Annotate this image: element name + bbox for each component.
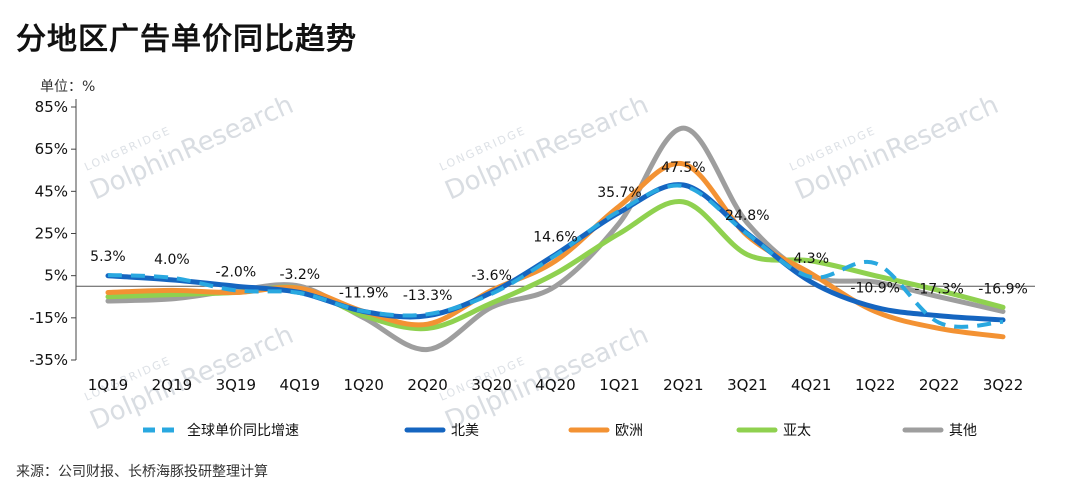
axes: 85% 65% 45% 25% 5% -15% -35% 1Q19 2Q19 3Q19 4Q19 1Q…: [29, 98, 1035, 394]
x-tick-label: 4Q20: [535, 376, 575, 394]
y-tick-label: 45%: [35, 182, 68, 200]
legend-item: 北美: [404, 423, 479, 439]
legend-item: 欧洲: [568, 423, 643, 439]
x-tick-label: 1Q21: [599, 376, 639, 394]
y-tick-label: 85%: [35, 98, 68, 116]
source-note: 来源：公司财报、长桥海豚投研整理计算: [16, 464, 268, 480]
data-label: -2.0%: [216, 264, 257, 280]
legend-item: 其他: [902, 423, 977, 439]
y-tick-label: 65%: [35, 140, 68, 158]
data-label: 14.6%: [533, 229, 577, 245]
legend-label: 北美: [451, 423, 479, 439]
y-tick-label: -15%: [29, 309, 68, 327]
x-tick-label: 3Q22: [983, 376, 1023, 394]
legend-label: 全球单价同比增速: [187, 422, 299, 439]
data-label: 4.3%: [793, 251, 829, 267]
x-tick-label: 1Q19: [88, 376, 128, 394]
data-label: -16.9%: [978, 282, 1028, 298]
legend-item: 全球单价同比增速: [143, 422, 299, 439]
legend: 全球单价同比增速 北美 欧洲 亚太 其他: [143, 422, 977, 439]
x-tick-label: 2Q22: [919, 376, 959, 394]
data-label: 35.7%: [597, 185, 641, 201]
series-line-other: [105, 125, 1006, 353]
series-lines: [105, 125, 1006, 353]
x-tick-label: 4Q21: [791, 376, 831, 394]
data-label: 47.5%: [661, 160, 705, 176]
x-tick-label: 2Q21: [663, 376, 703, 394]
y-tick-label: 25%: [35, 225, 68, 243]
unit-label: 单位：%: [40, 79, 96, 95]
x-tick-label: 3Q20: [471, 376, 511, 394]
legend-label: 其他: [949, 423, 977, 439]
data-labels: 5.3% 4.0% -2.0% -3.2% -11.9% -13.3% -3.6% 14.6%…: [90, 160, 1028, 304]
data-label: -10.9%: [850, 281, 900, 297]
data-label: 4.0%: [154, 252, 190, 268]
y-tick-label: 5%: [44, 267, 68, 285]
y-tick-label: -35%: [29, 351, 68, 369]
series-line-global: [107, 183, 1004, 329]
x-tick-label: 1Q22: [855, 376, 895, 394]
legend-label: 亚太: [783, 423, 811, 439]
chart-title: 分地区广告单价同比趋势: [16, 22, 357, 57]
x-tick-label: 1Q20: [343, 376, 383, 394]
data-label: 5.3%: [90, 249, 126, 265]
legend-item: 亚太: [736, 423, 811, 439]
x-tick-label: 3Q21: [727, 376, 767, 394]
series-line-north-america: [105, 182, 1006, 323]
series-line-europe: [105, 160, 1006, 340]
data-label: -17.3%: [914, 282, 964, 298]
data-label: -3.6%: [471, 268, 512, 284]
x-tick-label: 3Q19: [216, 376, 256, 394]
data-label: -3.2%: [279, 267, 320, 283]
x-tick-label: 2Q19: [152, 376, 192, 394]
x-tick-label: 4Q19: [280, 376, 320, 394]
x-tick-label: 2Q20: [407, 376, 447, 394]
data-label: -13.3%: [403, 288, 453, 304]
legend-label: 欧洲: [615, 423, 643, 439]
data-label: -11.9%: [339, 285, 389, 301]
data-label: 24.8%: [725, 208, 769, 224]
